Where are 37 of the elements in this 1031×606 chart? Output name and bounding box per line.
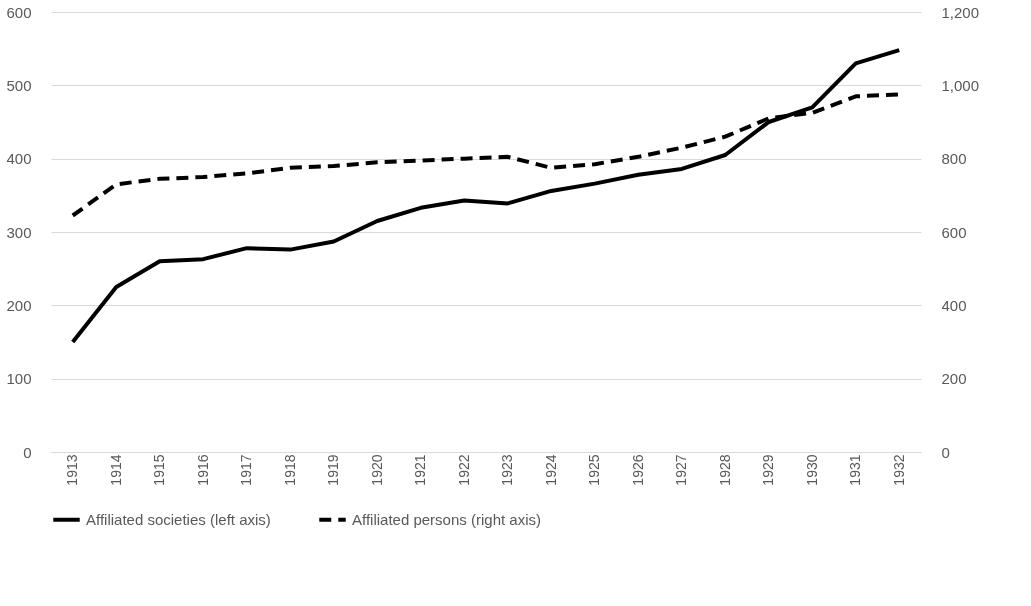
y2-tick-label: 600 — [941, 223, 967, 241]
legend-label: Affiliated societies (left axis) — [86, 510, 271, 528]
legend-label: Affiliated persons (right axis) — [352, 510, 541, 528]
y-tick-label: 500 — [6, 76, 32, 94]
x-tick-label: 1926 — [629, 454, 646, 486]
y-tick-label: 600 — [6, 3, 32, 21]
x-tick-label: 1924 — [542, 454, 559, 486]
x-tick-label: 1913 — [64, 454, 81, 486]
y-tick-label: 200 — [6, 296, 32, 314]
y-tick-label: 300 — [6, 223, 32, 241]
y2-tick-label: 1,200 — [941, 3, 980, 21]
x-tick-label: 1929 — [760, 454, 777, 486]
y2-tick-label: 800 — [941, 150, 967, 168]
x-tick-label: 1922 — [455, 454, 472, 486]
y-tick-label: 100 — [6, 370, 32, 388]
x-tick-label: 1914 — [107, 454, 124, 486]
x-tick-label: 1921 — [412, 454, 429, 486]
y2-tick-label: 400 — [941, 296, 967, 314]
x-tick-label: 1916 — [194, 454, 211, 486]
x-tick-label: 1925 — [586, 454, 603, 486]
y-tick-label: 0 — [23, 443, 32, 461]
y2-tick-label: 0 — [941, 443, 950, 461]
line-series — [70, 48, 902, 344]
x-tick-label: 1917 — [238, 454, 255, 486]
x-tick-label: 1915 — [151, 454, 168, 486]
y2-tick-label: 1,000 — [941, 76, 980, 94]
x-tick-label: 1918 — [281, 454, 298, 486]
x-tick-label: 1919 — [325, 454, 342, 486]
x-tick-label: 1928 — [716, 454, 733, 486]
y2-tick-label: 200 — [941, 370, 967, 388]
x-tick-label: 1932 — [890, 454, 907, 486]
x-tick-label: 1927 — [673, 454, 690, 486]
x-tick-label: 1920 — [368, 454, 385, 486]
x-tick-label: 1923 — [499, 454, 516, 486]
x-tick-label: 1931 — [847, 454, 864, 486]
x-tick-label: 1930 — [803, 454, 820, 486]
y-tick-label: 400 — [6, 150, 32, 168]
